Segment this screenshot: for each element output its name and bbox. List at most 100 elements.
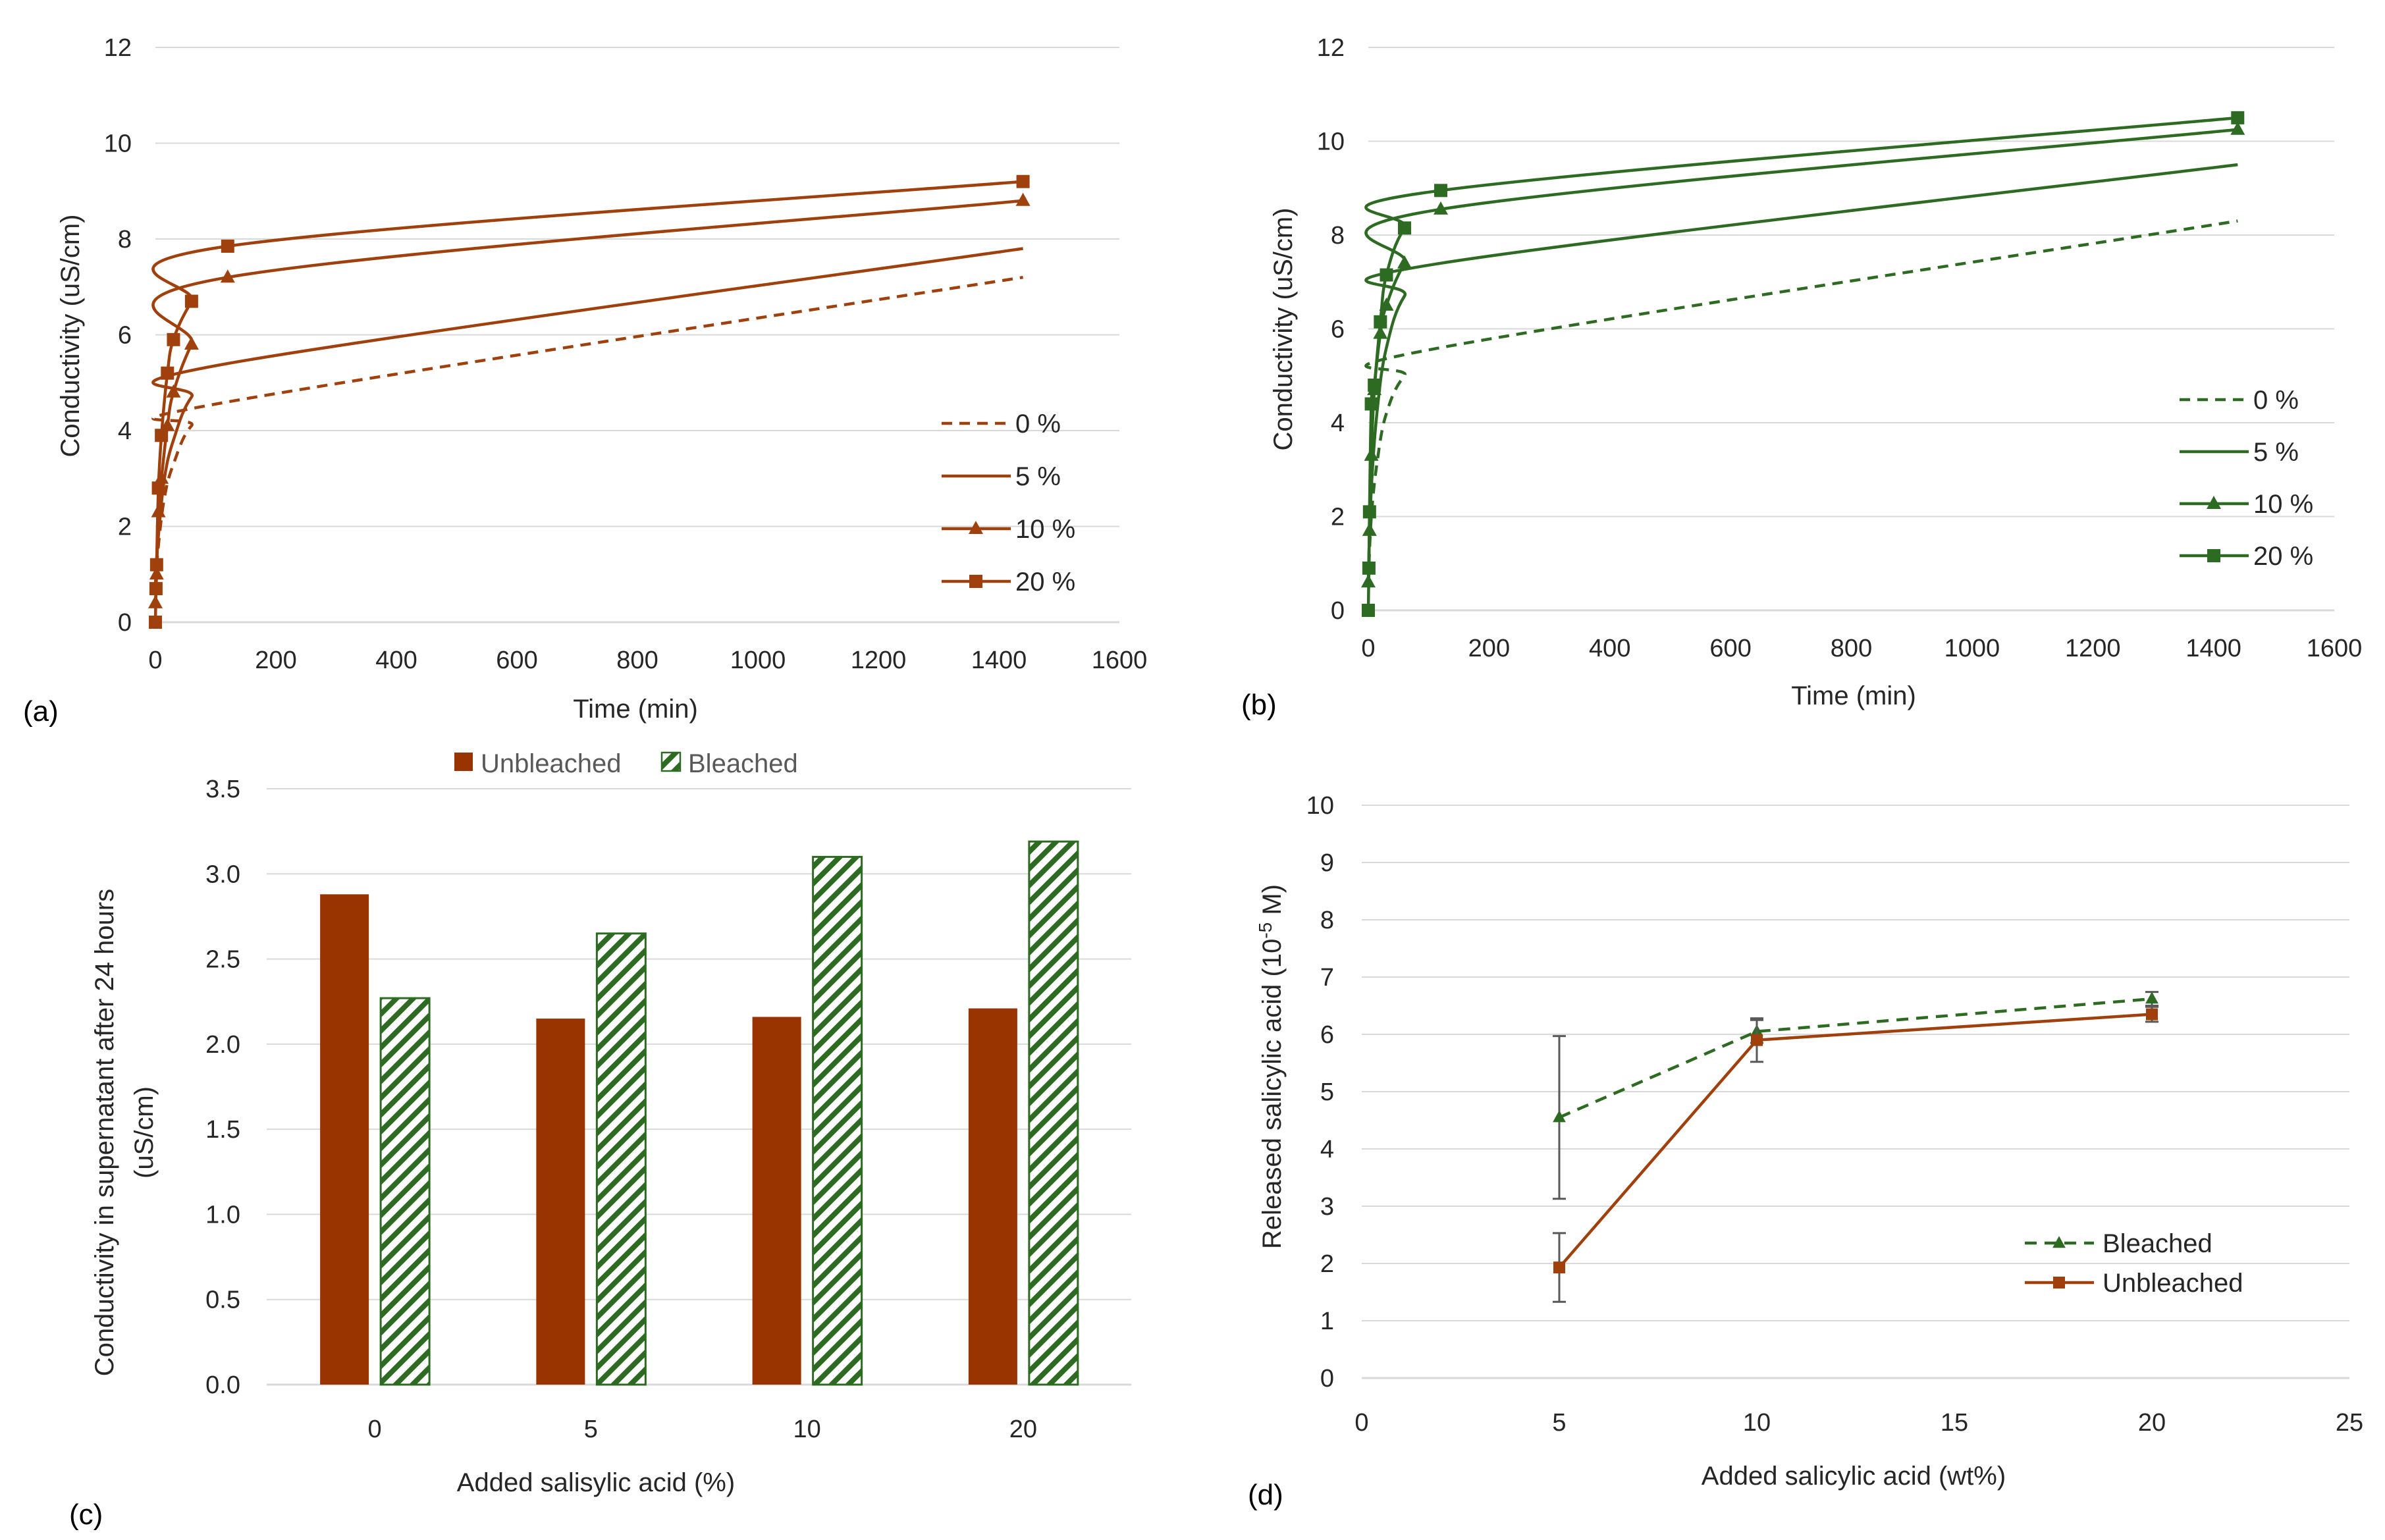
chart-a-point	[161, 366, 174, 380]
chart-b-ytick: 10	[1317, 128, 1345, 156]
chart-d-ytick: 3	[1320, 1193, 1334, 1221]
panel-label-d: (d)	[1248, 1479, 1283, 1511]
chart-b-xtick: 600	[1709, 635, 1751, 662]
chart-d-series-line	[1559, 997, 2153, 1119]
chart-b-point	[1364, 397, 1378, 411]
panel-label-b: (b)	[1241, 689, 1277, 721]
chart-d-point	[2145, 992, 2158, 1004]
chart-c-bar-unbleached	[752, 1017, 801, 1385]
chart-d-xtick: 15	[1941, 1409, 1968, 1437]
panel-label-c: (c)	[69, 1499, 103, 1531]
chart-d-ytick: 10	[1306, 792, 1334, 820]
chart-c-ytick: 1.0	[205, 1201, 240, 1229]
chart-b-point	[1368, 379, 1381, 392]
chart-c-ytick: 3.5	[205, 776, 240, 803]
chart-b-point	[1380, 268, 1393, 282]
chart-c-xtick: 5	[584, 1416, 598, 1443]
chart-d-ytick: 5	[1320, 1078, 1334, 1106]
chart-b-legend-label: 5 %	[2253, 438, 2299, 467]
chart-d-ytick: 7	[1320, 964, 1334, 992]
chart-a-ylabel: Conductivity (uS/cm)	[56, 215, 85, 458]
chart-d-legend-label: Unbleached	[2103, 1269, 2243, 1298]
chart-b-ytick: 0	[1331, 597, 1345, 625]
chart-a-point	[160, 417, 175, 431]
chart-b-xtick: 1200	[2065, 635, 2121, 662]
chart-a-xtick: 1200	[851, 647, 907, 674]
chart-a-xtick: 800	[616, 647, 658, 674]
chart-d-series-line	[1558, 1013, 2153, 1269]
chart-b-point	[1434, 184, 1448, 198]
chart-d-ytick: 1	[1320, 1308, 1334, 1335]
chart-c-xtick: 10	[793, 1416, 820, 1443]
chart-d-point	[1553, 1261, 1565, 1274]
chart-c-ytick: 2.5	[205, 946, 240, 974]
chart-b: 0 2 4 6 8 10 12 0 200 400 600 800 1000 1200 1400 1600 0 …	[1317, 34, 2363, 662]
chart-c-legend-swatch	[660, 751, 682, 772]
chart-d-ytick: 9	[1320, 849, 1334, 877]
chart-a-point	[184, 294, 198, 308]
chart-d: 0 1 2 3 4 5 6 7 8 9 10 0 5 10 15 20 25 Bleached Unbleached	[1306, 792, 2363, 1437]
chart-a-legend-marker	[969, 575, 982, 588]
chart-b-ytick: 8	[1331, 222, 1345, 250]
chart-c-bar-bleached	[595, 932, 647, 1386]
chart-d-xtick: 10	[1743, 1409, 1771, 1437]
chart-c-bar-unbleached	[536, 1019, 585, 1385]
chart-d-ylabel-end: M)	[1258, 884, 1287, 922]
chart-c-ytick: 0.0	[205, 1371, 240, 1399]
chart-a-xtick: 0	[148, 647, 162, 674]
chart-b-point	[1362, 604, 1375, 617]
chart-a-point	[166, 384, 181, 398]
chart-d-xtick: 0	[1354, 1409, 1368, 1437]
chart-c-ytick: 3.0	[205, 861, 240, 888]
chart-d-ytick: 0	[1320, 1365, 1334, 1393]
chart-a-xtick: 600	[496, 647, 537, 674]
chart-b-point	[1397, 255, 1412, 269]
chart-a-legend-marker	[969, 521, 983, 534]
chart-a-ytick: 12	[104, 34, 132, 62]
chart-a-xtick: 1400	[971, 647, 1027, 674]
chart-b-point	[2230, 121, 2245, 135]
chart-b-legend-marker	[2207, 549, 2220, 562]
chart-b-ytick: 4	[1331, 410, 1345, 437]
chart-a-legend-label: 10 %	[1015, 515, 1075, 544]
chart-a-xtick: 1000	[730, 647, 786, 674]
chart-a-xtick: 1600	[1092, 647, 1148, 674]
chart-b-legend-label: 0 %	[2253, 386, 2299, 415]
chart-d-legend-marker	[2052, 1236, 2066, 1248]
chart-b-legend-label: 20 %	[2253, 542, 2313, 571]
chart-a-legend-label: 0 %	[1015, 410, 1061, 438]
chart-a-point	[151, 481, 165, 495]
chart-c-ylabel-line1: Conductivity in supernatant after 24 hou…	[90, 889, 119, 1376]
chart-b-ylabel: Conductivity (uS/cm)	[1269, 208, 1298, 451]
chart-d-ylabel-sup: -5	[1255, 922, 1275, 939]
chart-b-point	[1362, 561, 1376, 575]
chart-b-legend-marker	[2207, 496, 2221, 509]
chart-d-point	[1751, 1034, 1763, 1046]
chart-c: 0.0 0.5 1.0 1.5 2.0 2.5 3.0 3.5 0 5 10 20 Unbleached…	[205, 749, 1131, 1443]
chart-c-bar-unbleached	[320, 894, 369, 1385]
chart-a-point	[1016, 174, 1030, 188]
chart-b-point	[1374, 315, 1387, 329]
chart-c-legend-swatch	[454, 753, 473, 771]
chart-a-point	[149, 558, 163, 571]
chart-d-xtick: 5	[1552, 1409, 1566, 1437]
chart-b-ytick: 2	[1331, 504, 1345, 531]
chart-a-ytick: 10	[104, 130, 132, 158]
chart-a-point	[184, 336, 199, 350]
chart-a-point	[149, 616, 162, 629]
chart-b-ytick: 12	[1317, 34, 1345, 62]
chart-b-point	[1362, 505, 1376, 519]
chart-b-ytick: 6	[1331, 316, 1345, 344]
chart-d-point	[2146, 1008, 2158, 1021]
chart-c-ytick: 0.5	[205, 1287, 240, 1314]
chart-d-ytick: 6	[1320, 1021, 1334, 1049]
panel-label-a: (a)	[23, 695, 59, 728]
chart-c-bar-unbleached	[968, 1008, 1017, 1385]
chart-a-xtick: 200	[255, 647, 296, 674]
chart-b-series-line	[1364, 163, 2238, 578]
chart-a-xlabel: Time (min)	[573, 695, 698, 724]
chart-b-point	[1434, 201, 1449, 215]
chart-c-bar-bleached	[1028, 840, 1079, 1386]
chart-a-point	[221, 239, 234, 253]
chart-b-point	[2231, 111, 2245, 124]
